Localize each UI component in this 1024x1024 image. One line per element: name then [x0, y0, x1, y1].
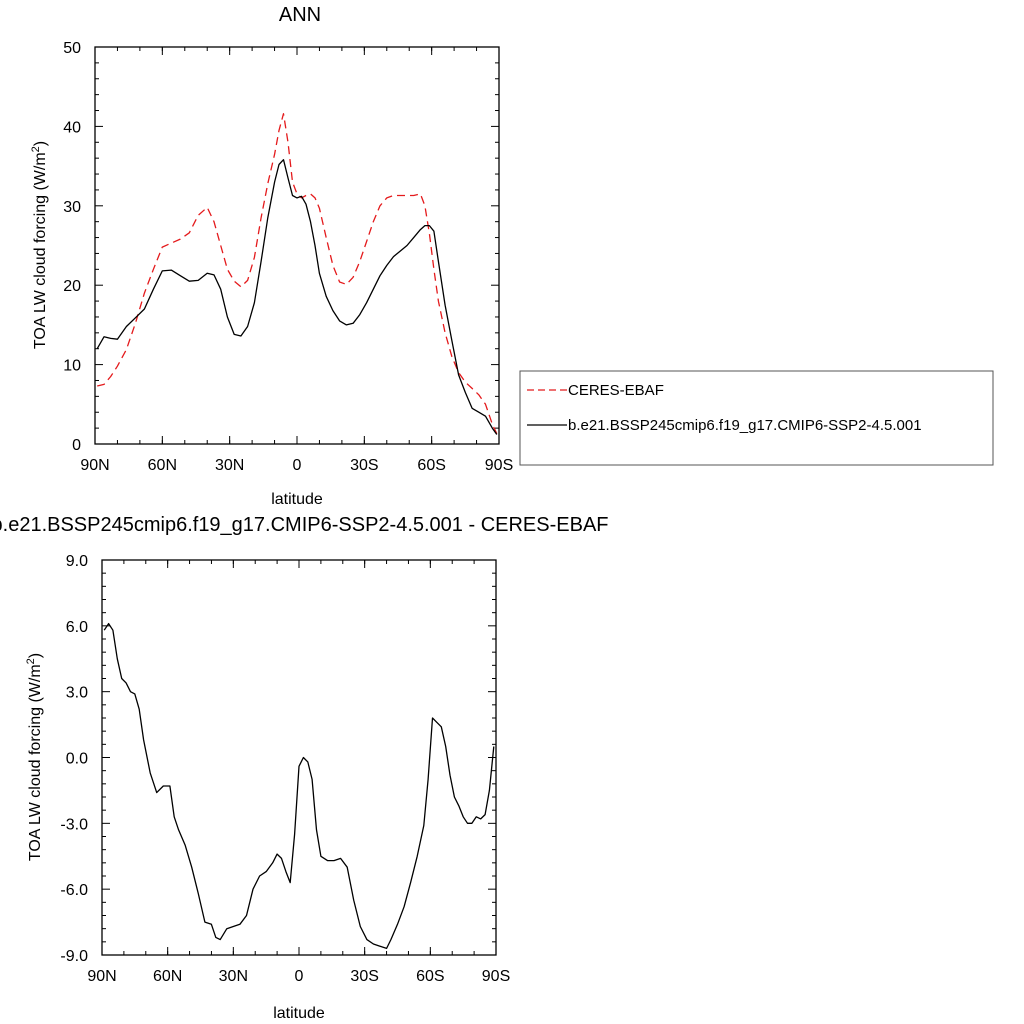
bottom-chart-title: b.e21.BSSP245cmip6.f19_g17.CMIP6-SSP2-4.…: [0, 514, 608, 536]
legend-box: [519, 370, 994, 466]
bottom-x-tick-label: 90S: [482, 968, 510, 985]
bottom-y-tick-label: -9.0: [60, 948, 88, 965]
top-x-tick-label: 0: [293, 457, 302, 474]
top-x-tick-label: 30N: [215, 457, 244, 474]
bottom-x-tick-label: 30N: [219, 968, 248, 985]
top-plot-area: 90N 60N 30N 0 30S 60S 90S 0 10 20 30 40 50: [63, 40, 513, 474]
bottom-panel: b.e21.BSSP245cmip6.f19_g17.CMIP6-SSP2-4.…: [0, 514, 608, 1022]
bottom-y-tick-label: 6.0: [66, 619, 88, 636]
top-y-axis-label: TOA LW cloud forcing (W/m2): [30, 141, 49, 349]
top-y-tick-label: 10: [63, 358, 81, 375]
top-y-tick-label: 40: [63, 119, 81, 136]
bottom-x-axis-label: latitude: [273, 1005, 325, 1022]
bottom-series-line-0: [103, 622, 495, 950]
bottom-y-tick-label: -6.0: [60, 882, 88, 899]
bottom-y-tick-label: 9.0: [66, 553, 88, 570]
bottom-x-tick-label: 30S: [350, 968, 378, 985]
bottom-y-tick-label: -3.0: [60, 816, 88, 833]
top-y-tick-label: 0: [72, 437, 81, 454]
top-x-tick-label: 30S: [350, 457, 378, 474]
legend-label-model: b.e21.BSSP245cmip6.f19_g17.CMIP6-SSP2-4.…: [568, 417, 922, 434]
top-y-tick-label: 20: [63, 278, 81, 295]
top-x-tick-label: 90S: [485, 457, 513, 474]
top-x-axis-label: latitude: [271, 491, 323, 508]
bottom-x-tick-label: 60S: [416, 968, 444, 985]
top-x-tick-label: 90N: [80, 457, 109, 474]
bottom-plot-frame: [101, 559, 497, 956]
top-series-line-1: [96, 159, 498, 435]
bottom-y-tick-label: 0.0: [66, 751, 88, 768]
top-panel: ANN 90N 60N 30N 0 30S 60S 90S 0 10 20 30 40 50 latit…: [30, 4, 513, 508]
top-x-tick-label: 60N: [148, 457, 177, 474]
top-plot-frame: [94, 46, 500, 445]
bottom-y-tick-label: 3.0: [66, 685, 88, 702]
bottom-x-tick-label: 90N: [87, 968, 116, 985]
legend: CERES-EBAF b.e21.BSSP245cmip6.f19_g17.CM…: [519, 370, 994, 466]
top-series-line-0: [97, 113, 498, 434]
bottom-x-tick-label: 60N: [153, 968, 182, 985]
legend-label-ceres: CERES-EBAF: [568, 382, 664, 399]
top-chart-title: ANN: [279, 4, 321, 26]
bottom-plot-area: 90N 60N 30N 0 30S 60S 90S -9.0 -6.0 -3.0 0.0 3.0 6.0…: [60, 553, 510, 985]
bottom-y-axis-label: TOA LW cloud forcing (W/m2): [25, 653, 44, 861]
bottom-x-tick-label: 0: [295, 968, 304, 985]
top-y-tick-label: 50: [63, 40, 81, 57]
top-y-tick-label: 30: [63, 199, 81, 216]
top-x-tick-label: 60S: [417, 457, 445, 474]
